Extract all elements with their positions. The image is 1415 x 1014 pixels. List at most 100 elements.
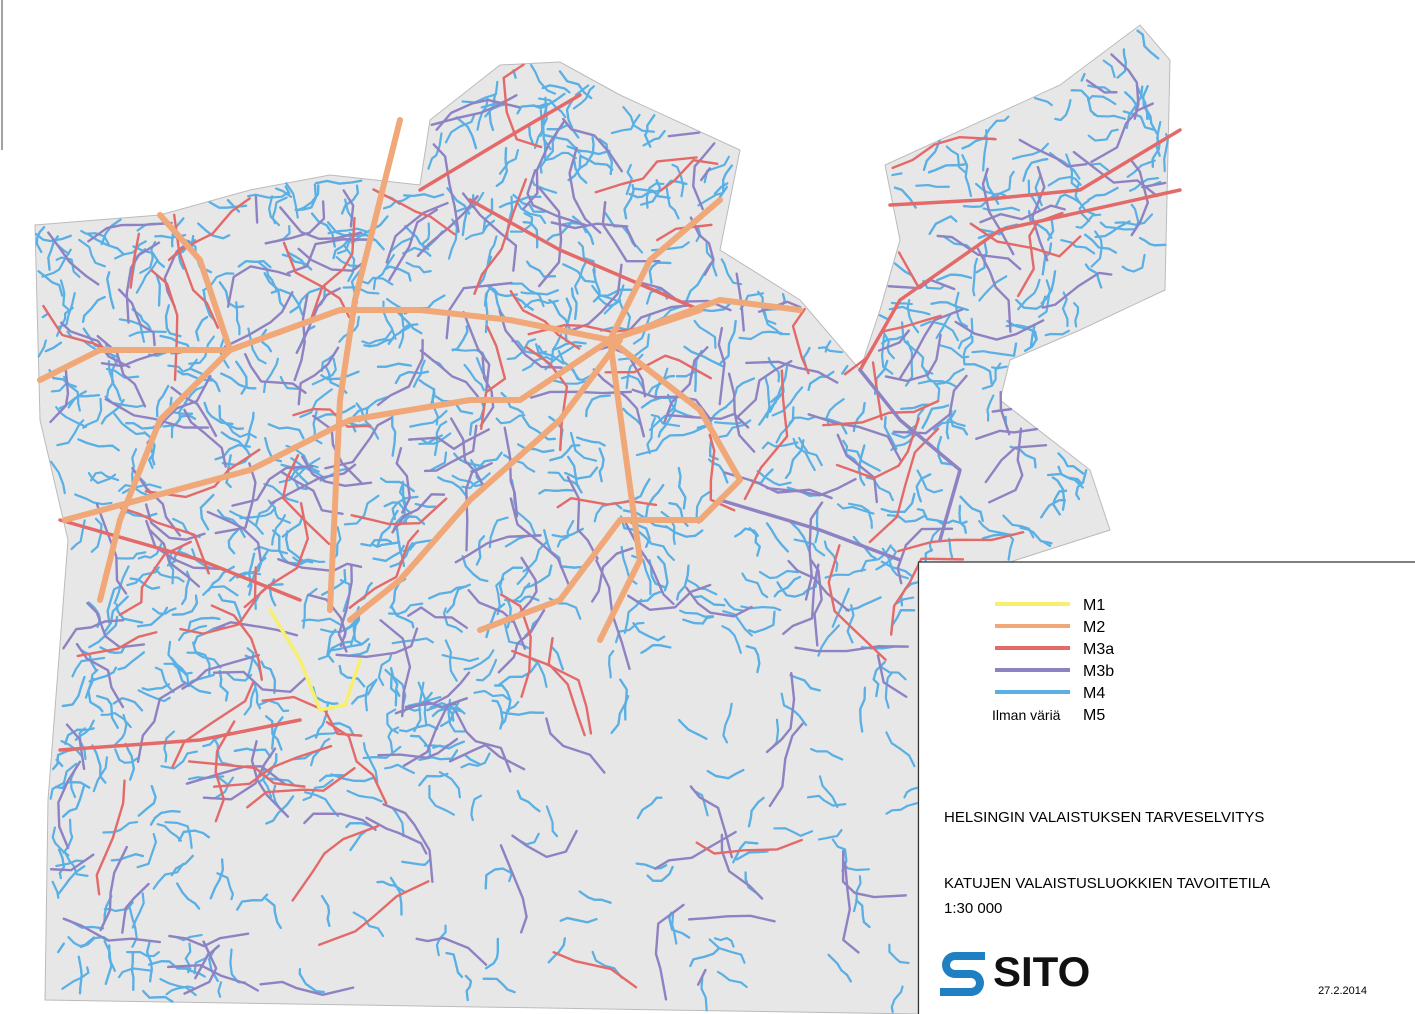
road: [137, 689, 171, 703]
road: [988, 427, 1024, 504]
road: [95, 779, 126, 896]
road: [1090, 102, 1154, 164]
road: [824, 568, 867, 579]
road: [104, 944, 113, 985]
road: [212, 670, 307, 693]
road: [57, 865, 86, 896]
road: [470, 794, 483, 822]
road: [292, 407, 372, 428]
road: [559, 916, 598, 924]
road: [888, 943, 910, 965]
road: [700, 167, 712, 182]
road: [365, 816, 428, 855]
road: [578, 136, 595, 170]
road: [787, 559, 850, 612]
road: [1029, 324, 1036, 348]
road: [473, 178, 528, 295]
road: [852, 401, 866, 433]
road: [426, 705, 455, 722]
road: [1070, 89, 1096, 116]
road: [718, 419, 752, 439]
road: [441, 654, 480, 662]
road: [975, 239, 988, 274]
road: [885, 731, 916, 768]
road: [402, 697, 468, 767]
major-road: [62, 297, 803, 523]
road: [978, 519, 1012, 536]
road: [348, 529, 420, 609]
road: [936, 435, 955, 466]
road: [301, 617, 342, 626]
road: [235, 360, 248, 395]
road: [96, 694, 119, 729]
road: [538, 488, 575, 495]
road: [178, 829, 210, 842]
road: [64, 727, 95, 745]
road: [243, 502, 310, 609]
road: [594, 156, 698, 194]
road: [957, 317, 974, 350]
road: [152, 862, 185, 890]
road: [389, 876, 403, 916]
road: [136, 832, 158, 869]
legend-label: M5: [1083, 707, 1105, 724]
road: [646, 417, 656, 455]
road: [655, 223, 713, 242]
road: [181, 570, 191, 606]
road: [86, 601, 146, 649]
road: [187, 760, 306, 788]
road: [558, 70, 593, 100]
road: [855, 899, 871, 928]
road: [551, 527, 584, 538]
road: [291, 824, 380, 902]
road: [110, 853, 144, 862]
road: [269, 463, 357, 505]
road: [250, 740, 290, 818]
road: [360, 538, 392, 547]
road: [865, 476, 894, 502]
road: [495, 146, 508, 187]
road: [379, 619, 412, 718]
road: [498, 149, 520, 175]
road: [758, 400, 778, 426]
road: [71, 656, 106, 678]
road: [302, 778, 334, 802]
road: [1126, 159, 1156, 178]
road: [628, 189, 660, 199]
road: [503, 426, 519, 518]
road: [847, 449, 881, 472]
road: [1012, 342, 1018, 357]
legend-label: M3b: [1083, 663, 1114, 680]
major-road: [858, 368, 962, 542]
road: [176, 882, 201, 910]
road: [51, 880, 60, 899]
road: [817, 828, 843, 841]
road: [793, 538, 826, 557]
road: [57, 848, 66, 880]
road: [418, 772, 449, 787]
road: [1083, 233, 1117, 254]
road: [326, 628, 337, 663]
road: [991, 365, 1008, 370]
road: [544, 151, 578, 162]
legend-label: M1: [1083, 597, 1105, 614]
road: [445, 281, 513, 340]
road: [419, 349, 479, 398]
road: [132, 245, 166, 268]
road: [824, 340, 832, 353]
road: [537, 345, 565, 365]
road: [243, 686, 257, 716]
road: [103, 595, 129, 634]
road: [183, 408, 227, 468]
road: [1019, 526, 1053, 545]
road: [265, 795, 295, 825]
road: [44, 341, 63, 353]
road: [962, 335, 974, 365]
road: [530, 63, 557, 95]
road: [166, 964, 259, 992]
road: [164, 821, 193, 849]
road: [928, 215, 958, 235]
road: [81, 296, 106, 323]
road: [444, 112, 476, 144]
road: [493, 684, 512, 712]
